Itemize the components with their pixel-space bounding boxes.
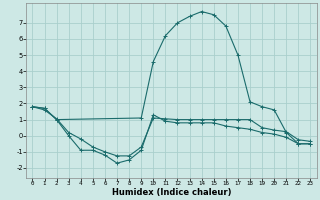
X-axis label: Humidex (Indice chaleur): Humidex (Indice chaleur) bbox=[112, 188, 231, 197]
